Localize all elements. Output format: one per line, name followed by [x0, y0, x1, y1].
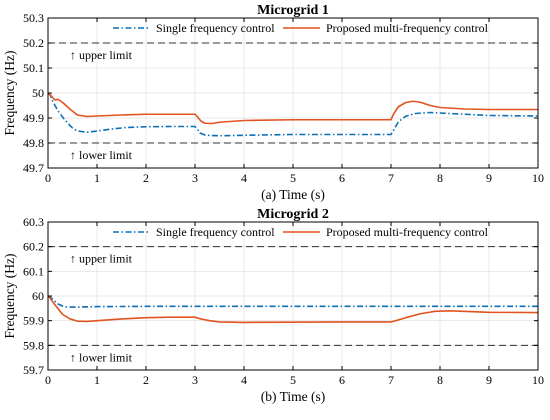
legend-label-single: Single frequency control [156, 225, 275, 239]
x-axis-label: (a) Time (s) [261, 187, 325, 202]
y-tick-label: 60 [32, 289, 44, 303]
lower-limit-annotation: ↑ lower limit [70, 350, 133, 364]
x-tick-label: 9 [486, 373, 492, 387]
y-tick-label: 59.7 [23, 363, 44, 377]
series-line-single-frequency-control [47, 92, 539, 137]
x-tick-label: 9 [486, 171, 492, 185]
y-tick-label: 50.3 [23, 11, 44, 25]
series-line-proposed-multi-frequency-control [47, 92, 538, 125]
grid [47, 17, 539, 169]
x-tick-label: 8 [437, 373, 443, 387]
x-tick-label: 2 [143, 373, 149, 387]
legend: Single frequency control Proposed multi-… [113, 225, 489, 239]
chart-title: Microgrid 1 [257, 3, 329, 18]
legend-label-single: Single frequency control [156, 21, 275, 35]
upper-limit-annotation: ↑ upper limit [70, 48, 133, 62]
y-tick-label: 59.9 [23, 314, 44, 328]
x-tick-label: 0 [45, 373, 51, 387]
legend-label-proposed: Proposed multi-frequency control [326, 225, 489, 239]
x-tick-label: 3 [192, 171, 198, 185]
series-line-proposed-multi-frequency-control [47, 295, 539, 324]
microgrid-2-panel: Microgrid 2 0 1 2 3 4 5 6 7 8 9 10 59.7 59.8 59.9 60 60… [2, 207, 544, 404]
y-tick-label: 49.8 [23, 136, 44, 150]
lower-limit-annotation: ↑ lower limit [70, 148, 133, 162]
y-tick-label: 49.7 [23, 161, 44, 175]
x-tick-label: 6 [339, 373, 345, 387]
x-tick-label: 0 [45, 171, 51, 185]
axis-ticks: 0 1 2 3 4 5 6 7 8 9 10 49.7 49.8 49.9 50 50.1 50.2 50.3 [23, 11, 544, 185]
legend-label-proposed: Proposed multi-frequency control [326, 21, 489, 35]
upper-limit-annotation: ↑ upper limit [70, 252, 133, 266]
x-tick-label: 7 [388, 171, 394, 185]
y-tick-label: 50.1 [23, 61, 44, 75]
axis-ticks: 0 1 2 3 4 5 6 7 8 9 10 59.7 59.8 59.9 60 60.1 60.2 60.3 [23, 215, 544, 387]
x-tick-label: 6 [339, 171, 345, 185]
y-axis-label: Frequency (Hz) [2, 253, 17, 338]
y-tick-label: 50 [32, 86, 44, 100]
grid [47, 221, 539, 371]
y-axis-label: Frequency (Hz) [2, 50, 17, 135]
y-tick-label: 60.3 [23, 215, 44, 229]
y-tick-label: 50.2 [23, 36, 44, 50]
legend: Single frequency control Proposed multi-… [113, 21, 489, 35]
x-tick-label: 3 [192, 373, 198, 387]
x-tick-label: 7 [388, 373, 394, 387]
x-tick-label: 5 [290, 373, 296, 387]
x-axis-label: (b) Time (s) [261, 389, 326, 404]
data-series [47, 92, 539, 137]
limit-lines [48, 246, 538, 346]
y-tick-label: 60.1 [23, 264, 44, 278]
limit-lines [48, 42, 538, 144]
x-tick-label: 2 [143, 171, 149, 185]
x-tick-label: 10 [532, 373, 544, 387]
x-tick-label: 4 [241, 171, 247, 185]
x-tick-label: 1 [94, 373, 100, 387]
series-line-single-frequency-control [47, 295, 538, 308]
x-tick-label: 10 [532, 171, 544, 185]
x-tick-label: 8 [437, 171, 443, 185]
x-tick-label: 4 [241, 373, 247, 387]
y-tick-label: 60.2 [23, 240, 44, 254]
data-series [47, 295, 539, 324]
y-tick-label: 49.9 [23, 111, 44, 125]
microgrid-1-panel: Microgrid 1 0 1 2 3 4 5 6 7 8 9 10 49.7 49.8 49.9 50 50… [2, 3, 544, 202]
y-tick-label: 59.8 [23, 338, 44, 352]
x-tick-label: 1 [94, 171, 100, 185]
chart-title: Microgrid 2 [257, 207, 329, 222]
x-tick-label: 5 [290, 171, 296, 185]
